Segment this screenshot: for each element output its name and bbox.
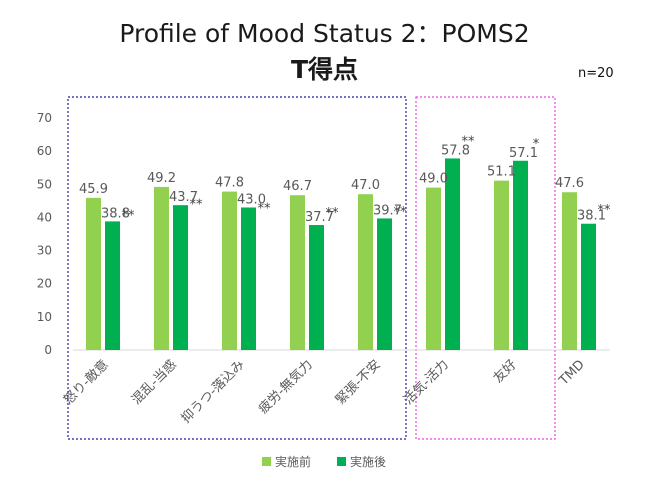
legend-label-before: 実施前 (275, 454, 311, 469)
bar-after (581, 223, 596, 350)
bar-after (105, 221, 120, 350)
data-label-after: 43.7 (169, 190, 198, 205)
data-label-after: 43.0 (237, 192, 266, 207)
significance-mark: ** (122, 208, 136, 223)
y-tick-label: 50 (37, 177, 52, 191)
y-tick-label: 20 (37, 277, 52, 291)
data-label-before: 49.2 (147, 171, 176, 186)
x-category-label: 緊張-不安 (333, 357, 384, 408)
x-category-label: 活気-活力 (400, 357, 451, 408)
data-label-before: 46.7 (283, 179, 312, 194)
bar-after (513, 160, 528, 350)
bar-after (173, 205, 188, 350)
bar-after (309, 225, 324, 350)
chart-title: Profile of Mood Status 2：POMS2 (119, 19, 530, 48)
bar-before (494, 180, 509, 350)
data-label-before: 49.0 (419, 172, 448, 187)
sample-size-label: n=20 (578, 66, 614, 81)
significance-mark: ** (462, 134, 476, 149)
significance-mark: ** (190, 198, 204, 213)
y-tick-label: 40 (37, 210, 52, 224)
data-label-before: 47.0 (351, 178, 380, 193)
significance-mark: ** (258, 201, 272, 216)
significance-mark: ** (598, 203, 612, 218)
y-tick-label: 10 (37, 310, 52, 324)
bar-before (222, 191, 237, 350)
y-tick-label: 0 (44, 343, 52, 357)
bar-before (562, 192, 577, 350)
bar-before (290, 195, 305, 350)
significance-mark: ** (394, 205, 408, 220)
positive-mood-group-box (415, 96, 556, 440)
x-category-label: 抑うつ-落込み (179, 357, 248, 426)
y-tick-label: 30 (37, 244, 52, 258)
data-label-after: 57.8 (441, 143, 470, 158)
bar-after (445, 158, 460, 350)
bar-after (241, 207, 256, 350)
data-label-after: 38.8 (101, 206, 130, 221)
bar-after (377, 218, 392, 350)
data-label-after: 38.1 (577, 209, 606, 224)
data-label-after: 39.7 (373, 203, 402, 218)
x-category-label: TMD (556, 357, 588, 389)
chart-subtitle: T得点 (290, 55, 359, 84)
significance-mark: * (533, 137, 540, 152)
y-tick-label: 60 (37, 144, 52, 158)
legend-swatch-before (262, 457, 271, 466)
data-label-after: 57.1 (509, 146, 538, 161)
x-category-label: 疲労-無気力 (255, 357, 316, 418)
data-label-before: 47.6 (555, 176, 584, 191)
data-label-before: 51.1 (487, 165, 516, 180)
y-tick-label: 70 (37, 111, 52, 125)
x-category-label: 混乱-当惑 (128, 357, 179, 408)
data-label-after: 37.7 (305, 210, 334, 225)
bar-before (426, 187, 441, 350)
data-label-before: 45.9 (79, 182, 108, 197)
legend-label-after: 実施後 (350, 454, 386, 469)
bar-before (358, 194, 373, 350)
x-category-label: 友好 (490, 357, 520, 387)
bar-before (86, 197, 101, 350)
legend-swatch-after (337, 457, 346, 466)
data-label-before: 47.8 (215, 176, 244, 191)
negative-mood-group-box (67, 96, 407, 440)
significance-mark: ** (326, 206, 340, 221)
bar-before (154, 186, 169, 350)
